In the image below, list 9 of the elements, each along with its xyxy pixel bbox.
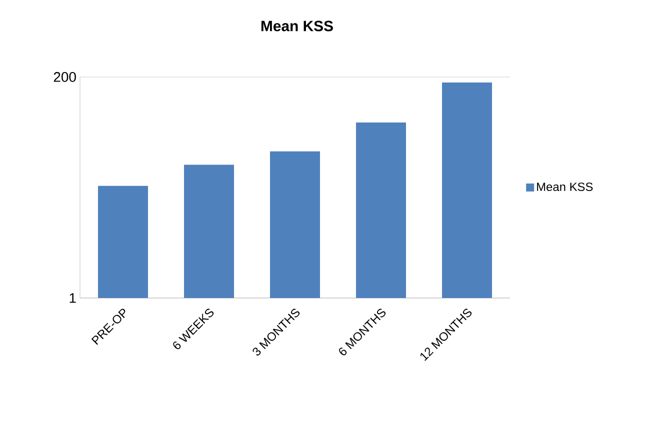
bar bbox=[356, 122, 406, 298]
bar bbox=[442, 82, 492, 298]
bar bbox=[270, 151, 320, 298]
chart-title: Mean KSS bbox=[261, 20, 333, 32]
y-tick-label: 200 bbox=[54, 72, 76, 82]
legend-label: Mean KSS bbox=[537, 182, 593, 192]
y-tick-label: 1 bbox=[70, 293, 76, 303]
bar bbox=[184, 164, 234, 298]
bar bbox=[98, 186, 148, 298]
